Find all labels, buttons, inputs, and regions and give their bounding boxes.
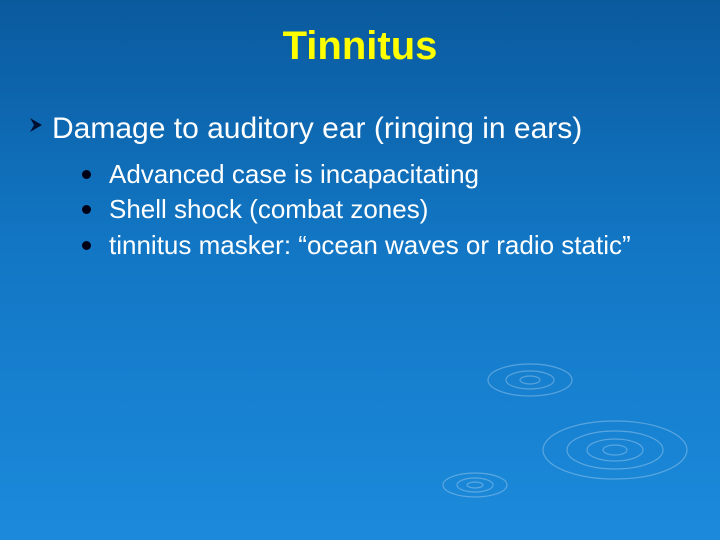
ripple-decoration-icon (430, 320, 690, 520)
dot-bullet-icon (82, 205, 91, 214)
bullet-lvl2-text: Advanced case is incapacitating (109, 158, 479, 192)
arrow-bullet-icon (28, 116, 46, 139)
bullet-lvl2-text: tinnitus masker: “ocean waves or radio s… (109, 229, 631, 263)
bullet-lvl1-text: Damage to auditory ear (ringing in ears) (52, 110, 582, 148)
bullet-lvl2-group: Advanced case is incapacitating Shell sh… (82, 158, 692, 263)
bullet-lvl2: Advanced case is incapacitating (82, 158, 692, 192)
slide-title: Tinnitus (0, 24, 720, 69)
slide-content: Damage to auditory ear (ringing in ears)… (28, 110, 692, 265)
bullet-lvl2: Shell shock (combat zones) (82, 193, 692, 227)
dot-bullet-icon (82, 170, 91, 179)
dot-bullet-icon (82, 241, 91, 250)
bullet-lvl2: tinnitus masker: “ocean waves or radio s… (82, 229, 692, 263)
slide: Tinnitus Damage to auditory ear (ringing… (0, 0, 720, 540)
bullet-lvl1: Damage to auditory ear (ringing in ears) (28, 110, 692, 148)
bullet-lvl2-text: Shell shock (combat zones) (109, 193, 428, 227)
